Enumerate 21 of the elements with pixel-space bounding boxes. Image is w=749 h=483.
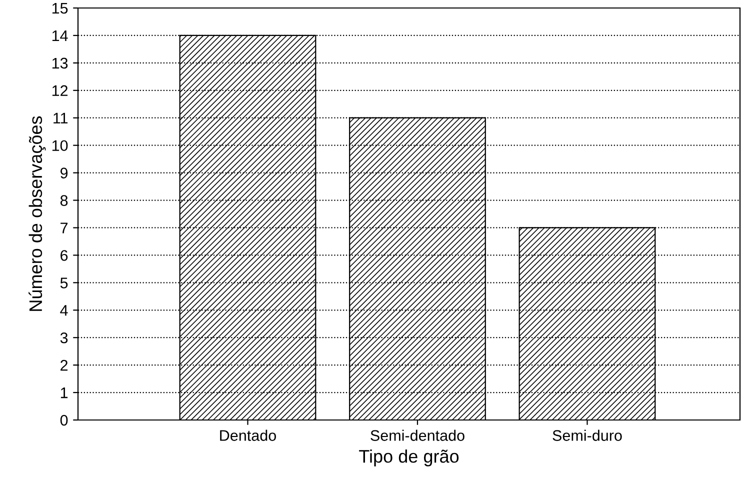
y-tick-label: 7 <box>60 222 68 234</box>
y-tick-label: 15 <box>52 3 68 14</box>
x-tick-label: Semi-duro <box>552 430 622 441</box>
y-tick-label: 13 <box>52 58 68 69</box>
y-tick-label: 1 <box>60 388 68 398</box>
y-tick-label: 9 <box>60 168 68 178</box>
x-tick-label: Dentado <box>220 430 276 441</box>
y-tick-label: 0 <box>60 414 68 426</box>
y-tick-label: 2 <box>60 360 68 371</box>
y-tick-label: 11 <box>54 112 68 124</box>
x-tick-label: Semi-dentado <box>370 430 464 441</box>
y-tick-label: 5 <box>60 278 68 288</box>
y-tick-label: 4 <box>60 305 68 316</box>
y-tick-label: 6 <box>60 250 68 261</box>
y-tick-label: 3 <box>60 332 68 344</box>
y-tick-label: 14 <box>52 30 68 41</box>
x-axis-title: Tipo de grão <box>359 450 459 466</box>
y-axis-title: Número de observações <box>28 116 46 311</box>
y-tick-label: 12 <box>52 85 68 96</box>
y-tick-label: 10 <box>52 140 68 152</box>
y-tick-label: 8 <box>60 195 68 206</box>
